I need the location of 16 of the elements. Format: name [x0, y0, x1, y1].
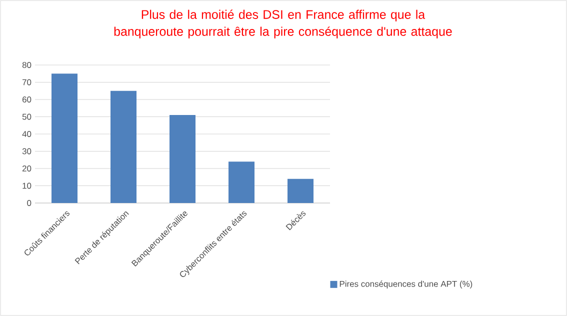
bar — [52, 74, 78, 203]
y-tick-label: 80 — [22, 62, 32, 68]
chart-title: Plus de la moitié des DSI en France affirme que la banqueroute pourrait être la pire conséquence d'une attaque — [114, 10, 452, 38]
y-tick-label: 20 — [22, 166, 32, 172]
y-tick-label: 60 — [22, 96, 32, 102]
y-tick-label: 50 — [22, 114, 32, 120]
y-tick-label: 70 — [22, 79, 32, 86]
bar — [288, 178, 314, 203]
y-tick-label: 0 — [27, 200, 32, 206]
y-tick-label: 30 — [22, 148, 32, 154]
bar — [110, 90, 137, 203]
bar — [170, 115, 196, 203]
y-tick-label: 10 — [22, 182, 32, 189]
legend-label: Pires conséquences d'une APT (%) — [340, 280, 472, 289]
y-tick-label: 40 — [22, 131, 32, 137]
bar — [228, 162, 255, 203]
